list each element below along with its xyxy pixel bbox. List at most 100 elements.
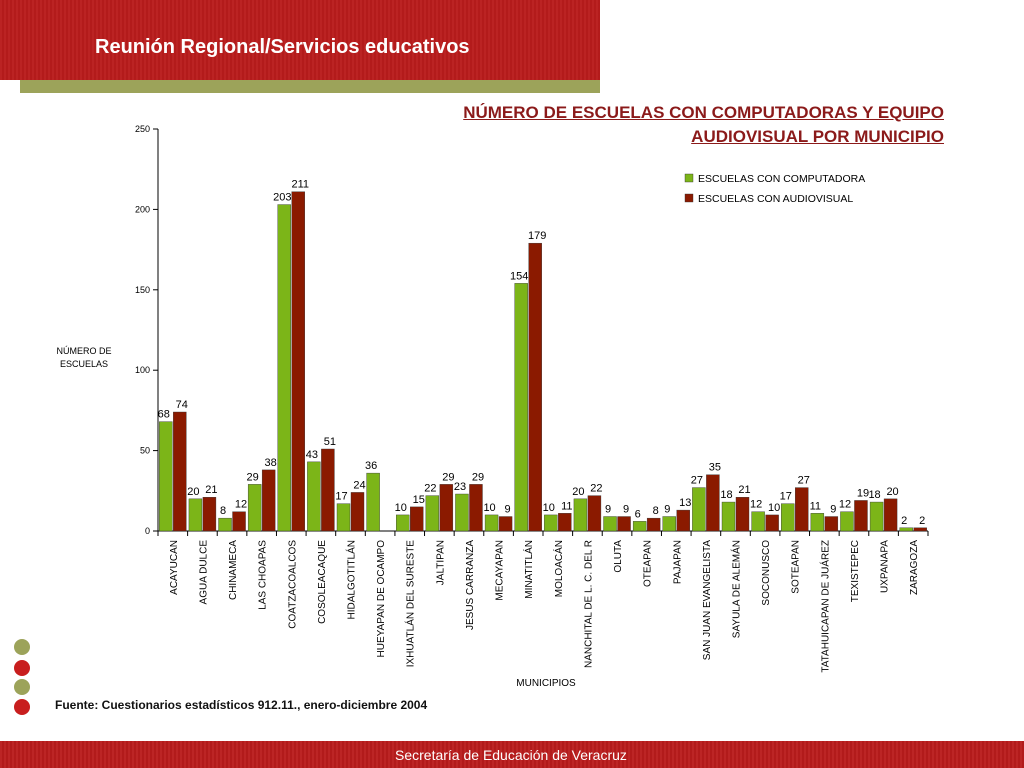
y-tick-label: 50 [140, 446, 150, 456]
bar [706, 474, 720, 532]
bar [603, 516, 617, 532]
x-tick-label: TATAHUICAPAN DE JUÁREZ [818, 540, 831, 673]
data-label: 203 [273, 192, 291, 204]
x-tick-label: MOLOACÁN [552, 540, 565, 597]
x-tick-label: CHINAMECA [228, 540, 239, 600]
bar [810, 513, 825, 532]
data-label: 29 [247, 471, 259, 483]
data-label: 10 [768, 502, 780, 514]
x-tick-label: SAN JUAN EVANGELISTA [702, 540, 713, 661]
data-label: 19 [857, 487, 869, 499]
bar [410, 506, 424, 532]
bar [883, 498, 898, 532]
chart-title-line-1: NÚMERO DE ESCUELAS CON COMPUTADORAS Y EQ… [463, 103, 944, 122]
slide-title: Reunión Regional/Servicios educativos [95, 36, 470, 58]
legend-label: ESCUELAS CON COMPUTADORA [698, 173, 865, 185]
bar [484, 514, 499, 532]
x-tick-label: ZARAGOZA [909, 540, 920, 595]
bar [277, 204, 291, 532]
x-tick-label: COATZACOALCOS [287, 540, 298, 629]
y-axis-label: NÚMERO DE [56, 346, 111, 356]
bar [721, 501, 736, 532]
data-label: 74 [176, 399, 188, 411]
bar [159, 421, 173, 532]
y-axis-label: ESCUELAS [60, 359, 108, 369]
data-label: 51 [324, 436, 336, 448]
bar [366, 472, 380, 532]
source-note: Fuente: Cuestionarios estadísticos 912.1… [55, 698, 428, 712]
data-label: 154 [510, 270, 528, 282]
data-label: 11 [810, 500, 821, 512]
data-label: 179 [528, 230, 546, 242]
data-label: 10 [395, 502, 407, 514]
bar [573, 498, 588, 532]
bar [899, 527, 913, 532]
bar [913, 527, 927, 532]
data-label: 11 [561, 500, 572, 512]
bar [765, 514, 779, 532]
bar [425, 495, 440, 532]
bar [587, 495, 602, 532]
x-tick-label: HIDALGOTITLÁN [345, 540, 358, 619]
x-axis-label: MUNICIPIOS [516, 678, 576, 689]
bar [336, 503, 351, 532]
bar [498, 516, 513, 532]
bar [781, 503, 795, 532]
bar [840, 511, 854, 532]
bar [692, 487, 706, 532]
chart-title-line-2: AUDIOVISUAL POR MUNICIPIO [691, 127, 944, 146]
bar [202, 497, 217, 532]
data-label: 15 [413, 494, 425, 506]
y-tick-label: 0 [145, 526, 150, 536]
bar [544, 514, 558, 532]
data-label: 13 [679, 497, 691, 509]
bar [662, 516, 676, 532]
x-tick-label: NANCHITAL DE L. C. DEL R [583, 540, 594, 668]
x-tick-label: ACAYUCAN [169, 540, 180, 595]
bar [558, 513, 572, 532]
x-tick-label: OTEAPAN [643, 540, 654, 587]
bar [735, 497, 750, 532]
header-stripe [20, 80, 600, 93]
data-label: 21 [205, 484, 217, 496]
x-tick-label: SAYULA DE ALEMÁN [730, 540, 743, 638]
data-label: 17 [335, 491, 347, 503]
data-label: 17 [780, 491, 792, 503]
data-label: 43 [306, 449, 318, 461]
bar [218, 517, 232, 532]
y-tick-label: 250 [135, 124, 150, 134]
legend-swatch [684, 193, 694, 203]
x-tick-label: UXPANAPA [880, 540, 891, 593]
data-label: 9 [664, 504, 670, 516]
data-label: 27 [798, 475, 810, 487]
bar [307, 461, 321, 532]
bar [321, 448, 335, 532]
bar [528, 242, 542, 532]
bar [617, 516, 631, 532]
chart-title: NÚMERO DE ESCUELAS CON COMPUTADORAS Y EQ… [463, 101, 944, 149]
x-tick-label: SOCONUSCO [761, 540, 772, 606]
data-label: 9 [830, 504, 836, 516]
data-label: 6 [635, 508, 641, 520]
bar [232, 511, 246, 532]
data-label: 36 [365, 460, 377, 472]
bar [173, 411, 187, 532]
data-label: 2 [919, 515, 925, 527]
decorative-dot-olive [14, 679, 30, 695]
bar [247, 484, 262, 532]
decorative-dot-olive [14, 639, 30, 655]
data-label: 2 [901, 515, 907, 527]
header-band [0, 0, 600, 80]
data-label: 27 [691, 475, 703, 487]
data-label: 22 [424, 483, 436, 495]
y-tick-label: 100 [135, 365, 150, 375]
x-tick-label: JESUS CARRANZA [465, 540, 476, 630]
data-label: 9 [605, 504, 611, 516]
data-label: 18 [720, 489, 732, 501]
bar [514, 283, 528, 532]
bar [455, 493, 469, 532]
bar [261, 469, 276, 532]
bar [350, 492, 365, 532]
data-label: 29 [472, 471, 484, 483]
x-tick-label: MECAYAPAN [495, 540, 506, 601]
